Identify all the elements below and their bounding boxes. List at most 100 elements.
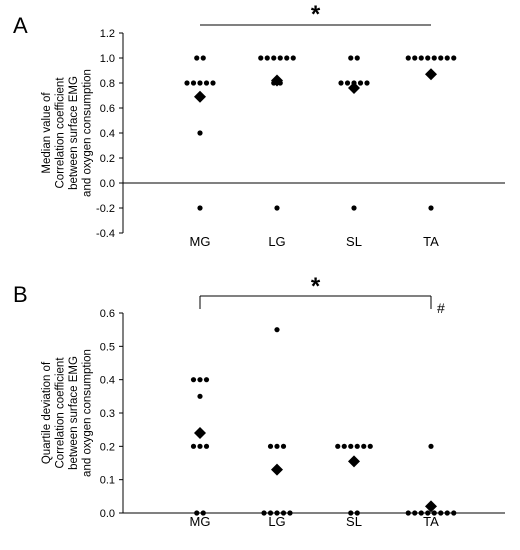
mean-marker (271, 463, 283, 476)
y-tick-label: 0.6 (100, 103, 115, 115)
y-tick-label: 1.2 (100, 28, 115, 40)
panel-b: B Quartile deviation of Correlation coeffi… (13, 273, 505, 529)
data-point (451, 55, 457, 61)
data-point (412, 510, 418, 516)
data-point (258, 55, 264, 61)
data-point (335, 443, 341, 449)
data-point (280, 510, 287, 516)
data-point (351, 205, 357, 211)
y-tick-label: 0.4 (100, 128, 115, 140)
y-axis-label: Quartile deviation of Correlation coeffic… (41, 349, 94, 477)
data-point (197, 443, 203, 449)
y-tick-label: 0.2 (100, 441, 115, 453)
data-point (200, 510, 206, 516)
data-point (348, 55, 354, 61)
mean-marker (194, 90, 206, 103)
data-point (197, 377, 203, 383)
data-point (190, 377, 197, 383)
y-axis-label-line: between surface EMG (68, 356, 80, 470)
y-axis-label-line: and oxygen consumption (82, 349, 94, 477)
y-axis-label-line: Correlation coefficient (55, 357, 67, 469)
data-point (197, 130, 203, 136)
data-point (287, 510, 293, 516)
data-point (203, 80, 210, 86)
category-label: LG (268, 514, 285, 529)
data-point (274, 510, 280, 516)
panel-letter: A (13, 13, 28, 38)
category-label: SL (346, 514, 362, 529)
y-tick-label: 1.0 (100, 53, 115, 65)
data-point (348, 510, 354, 516)
data-point (197, 80, 203, 86)
data-point (348, 443, 354, 449)
data-point (203, 443, 210, 449)
mean-marker (348, 455, 360, 468)
data-point (197, 205, 203, 211)
y-tick-label: 0.2 (100, 153, 115, 165)
y-tick-label: 0.0 (100, 508, 115, 520)
significance-hash: # (437, 300, 445, 316)
y-tick-label: 0.5 (100, 341, 115, 353)
data-point (190, 80, 197, 86)
y-tick-label: 0.4 (100, 375, 115, 387)
data-point (194, 55, 200, 61)
category-label: SL (346, 234, 362, 249)
data-point (344, 80, 351, 86)
category-label: LG (268, 234, 285, 249)
data-point (274, 443, 280, 449)
data-point (444, 510, 450, 516)
data-point (341, 443, 347, 449)
data-point (418, 55, 424, 61)
y-axis-label-line: Correlation coefficient (55, 77, 67, 189)
data-point (405, 510, 411, 516)
category-label: TA (423, 514, 439, 529)
category-label: MG (190, 234, 211, 249)
mean-marker (425, 500, 437, 513)
data-point (354, 510, 360, 516)
data-point (428, 205, 434, 211)
mean-marker (194, 427, 206, 439)
mean-marker (271, 74, 283, 87)
data-point (412, 55, 418, 61)
data-point (425, 55, 431, 61)
y-tick-label: 0.1 (100, 475, 115, 487)
data-point (364, 80, 370, 86)
data-point (405, 55, 411, 61)
data-point (267, 443, 274, 449)
y-axis-label: Median value of Correlation coefficient be… (41, 69, 94, 197)
data-point (431, 55, 437, 61)
y-tick-label: 0.8 (100, 78, 115, 90)
y-axis-label-line: Median value of (41, 92, 53, 174)
panel-letter: B (13, 282, 28, 307)
panel-a: A Median value of Correlation coefficient b… (13, 1, 505, 249)
mean-marker (425, 68, 437, 81)
data-point (271, 55, 277, 61)
data-point (210, 80, 216, 86)
data-point (264, 55, 270, 61)
data-point (428, 443, 434, 449)
data-point (354, 55, 360, 61)
data-point (203, 377, 210, 383)
data-point (361, 443, 367, 449)
y-tick-label: -0.2 (96, 203, 115, 215)
data-point (197, 393, 203, 399)
data-point (438, 55, 444, 61)
y-tick-label: 0.6 (100, 308, 115, 320)
data-point (451, 510, 457, 516)
y-tick-label: 0.0 (100, 178, 115, 190)
data-point (267, 510, 274, 516)
y-tick-label: 0.3 (100, 408, 115, 420)
data-point (438, 510, 444, 516)
significance-star: * (311, 273, 321, 300)
y-axis-label-line: Quartile deviation of (41, 361, 53, 464)
y-axis-label-line: and oxygen consumption (82, 69, 94, 197)
mean-marker (348, 82, 360, 94)
significance-star: * (311, 1, 321, 28)
data-point (425, 510, 431, 516)
data-point (357, 80, 364, 86)
data-point (261, 510, 267, 516)
y-axis-label-line: between surface EMG (68, 76, 80, 190)
data-point (280, 443, 287, 449)
data-point (274, 327, 280, 333)
